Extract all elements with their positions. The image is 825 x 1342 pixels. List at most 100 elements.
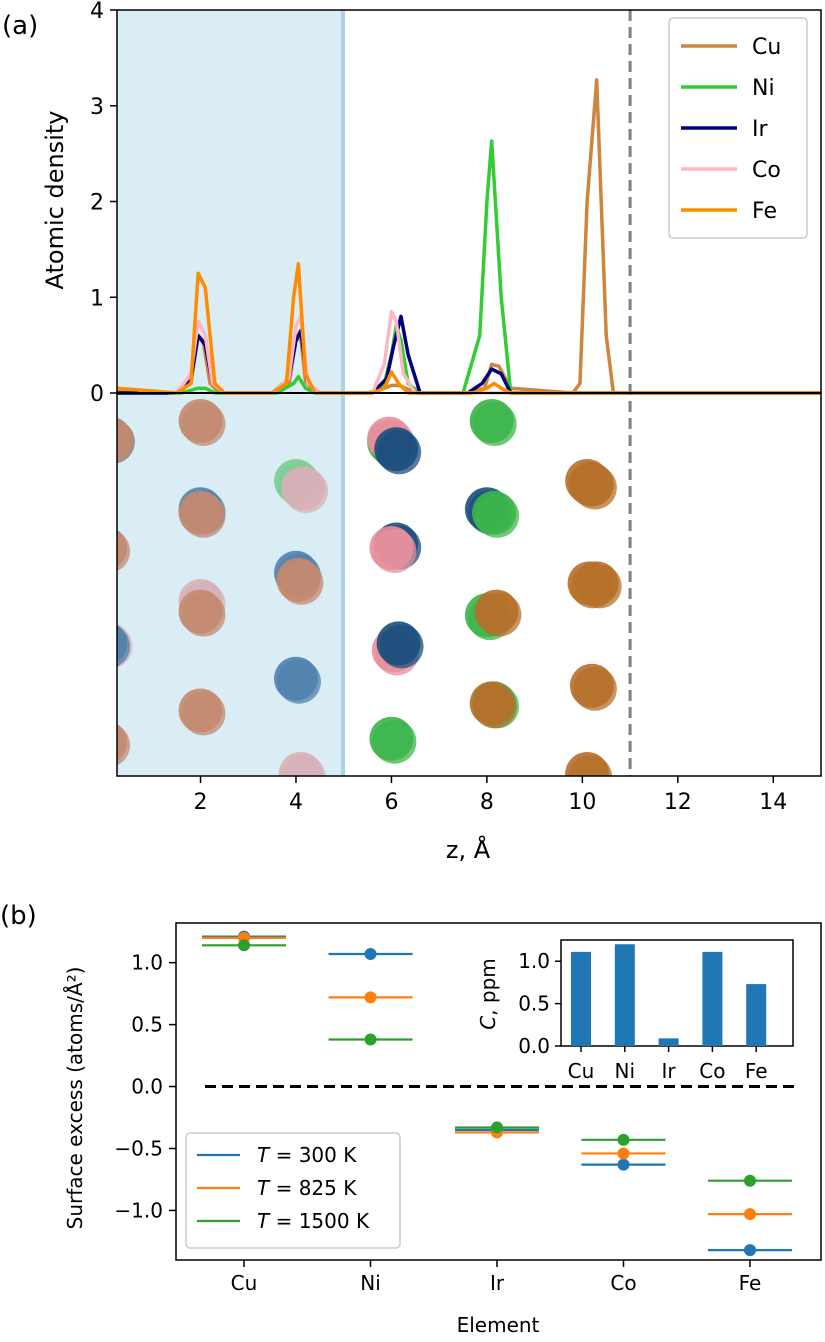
excess-point-ni-1 — [364, 991, 377, 1004]
excess-point-co-0 — [617, 1158, 630, 1171]
inset-x-tick-label: Ir — [662, 1059, 677, 1083]
legend-label-series-0: T = 300 K — [257, 1143, 357, 1167]
y-tick-label: 1.0 — [131, 951, 163, 975]
legend-entries: T = 300 KT = 825 KT = 1500 K — [197, 1143, 370, 1233]
inset-x-tick-label: Ni — [615, 1059, 636, 1083]
atom-cu — [178, 399, 223, 443]
inset-bars — [571, 944, 767, 1046]
legend-label-fe: Fe — [752, 199, 777, 224]
x-tick-label: Ni — [360, 1271, 381, 1295]
atom-cu — [569, 462, 614, 507]
x-tick-label: Ir — [490, 1271, 505, 1295]
y-tick-label: 4 — [90, 0, 104, 24]
legend-label-var: T — [257, 1176, 271, 1200]
x-tick-label: 2 — [194, 790, 208, 815]
legend-label-rest: = 1500 K — [269, 1209, 370, 1233]
inset-bar-co — [702, 951, 723, 1046]
inset-x-tick-label: Cu — [568, 1059, 595, 1083]
excess-point-co-2 — [617, 1133, 630, 1146]
inset-ylabel-rest: , ppm — [476, 958, 500, 1016]
inset-y-tick-label: 0.0 — [518, 1034, 550, 1058]
legend-label-rest: = 300 K — [269, 1143, 357, 1167]
y-tick-label: 3 — [90, 95, 104, 120]
atom-cu — [117, 529, 128, 567]
panel-a-legend: Cu Ni Ir Co Fe — [668, 17, 808, 239]
inset-chart: Cu Ni Ir Co Fe 0.0 0.5 1.0 C, ppm — [476, 939, 794, 1083]
y-tick-label: 0 — [90, 382, 104, 407]
x-tick-label: Fe — [739, 1271, 762, 1295]
panel-b-xlabel: Element — [457, 1313, 540, 1337]
x-tick-label: Co — [610, 1271, 636, 1295]
panel-b: (b) Cu Ni Ir Co Fe 1.0 0.5 0.0 −0.5 −1.0 Surface … — [0, 901, 822, 1337]
panel-a-xlabel: z, Å — [446, 835, 491, 864]
panel-a-label: (a) — [2, 11, 38, 41]
atom-ni — [469, 399, 514, 443]
y-tick-label: 0.5 — [131, 1013, 163, 1037]
legend-label-var: T — [257, 1143, 271, 1167]
atom-ir — [117, 624, 128, 662]
panel-b-ticks: Cu Ni Ir Co Fe 1.0 0.5 0.0 −0.5 −1.0 — [114, 951, 761, 1295]
legend-label-ir: Ir — [752, 117, 768, 142]
legend-label-co: Co — [752, 158, 781, 183]
atom-ni — [369, 716, 414, 761]
series-line-fe — [117, 261, 821, 395]
atom-co — [369, 526, 414, 571]
inset-ylabel-var: C — [476, 1016, 500, 1030]
panel-b-legend: T = 300 KT = 825 KT = 1500 K — [185, 1132, 401, 1249]
atom-cu — [178, 490, 223, 535]
legend-label-cu: Cu — [752, 35, 781, 60]
x-tick-label: Cu — [231, 1271, 258, 1295]
surface-excess-series — [202, 930, 792, 1257]
series-line-cu — [117, 78, 821, 395]
excess-point-cu-2 — [238, 939, 250, 952]
y-tick-label: 2 — [90, 191, 104, 216]
atom-cu — [469, 681, 514, 726]
atom-cu — [178, 688, 223, 733]
excess-point-fe-2 — [744, 1174, 756, 1187]
atom-cu — [474, 589, 519, 634]
panel-a-ylabel: Atomic density — [41, 111, 69, 290]
y-tick-label: 0.0 — [131, 1075, 163, 1099]
inset-y-tick-label: 0.5 — [518, 992, 550, 1016]
inset-bar-cu — [571, 951, 591, 1046]
atom-cu — [117, 723, 128, 761]
x-tick-label: 4 — [289, 790, 303, 815]
inset-bar-ni — [614, 944, 635, 1046]
legend-label-series-1: T = 825 K — [257, 1176, 357, 1200]
x-tick-label: 12 — [664, 790, 692, 815]
inset-ylabel: C, ppm — [476, 958, 500, 1030]
panel-b-ylabel: Surface excess (atoms/Å²) — [63, 967, 87, 1230]
atom-cu — [276, 557, 321, 602]
atom-cu — [574, 561, 619, 606]
legend-label-series-2: T = 1500 K — [257, 1209, 370, 1233]
series-line-co — [117, 309, 821, 395]
legend-label-ni: Ni — [752, 76, 775, 101]
x-tick-label: 14 — [759, 790, 787, 815]
excess-point-ni-0 — [364, 947, 377, 960]
panel-b-label: (b) — [0, 901, 37, 931]
atom-cu — [117, 417, 132, 460]
atom-layer — [117, 399, 622, 776]
y-tick-label: 1 — [90, 286, 104, 311]
legend-entries: Cu Ni Ir Co Fe — [681, 35, 781, 224]
atom-ni — [472, 490, 517, 535]
legend-frame — [185, 1132, 401, 1249]
x-tick-label: 10 — [568, 790, 596, 815]
excess-point-fe-1 — [744, 1208, 756, 1221]
excess-point-ir-2 — [491, 1121, 503, 1134]
inset-ticks: Cu Ni Ir Co Fe 0.0 0.5 1.0 — [518, 949, 767, 1083]
inset-y-tick-label: 1.0 — [518, 949, 550, 973]
legend-label-rest: = 825 K — [269, 1176, 357, 1200]
x-tick-label: 8 — [480, 790, 494, 815]
inset-x-tick-label: Co — [699, 1059, 725, 1083]
inset-bar-ir — [658, 1038, 679, 1046]
inset-bar-fe — [746, 984, 767, 1046]
y-tick-label: −1.0 — [114, 1198, 163, 1222]
legend-frame — [668, 17, 808, 239]
atom-cu — [565, 752, 610, 776]
atom-co — [278, 752, 323, 776]
excess-point-ni-2 — [364, 1033, 377, 1046]
atom-ir — [273, 656, 318, 701]
